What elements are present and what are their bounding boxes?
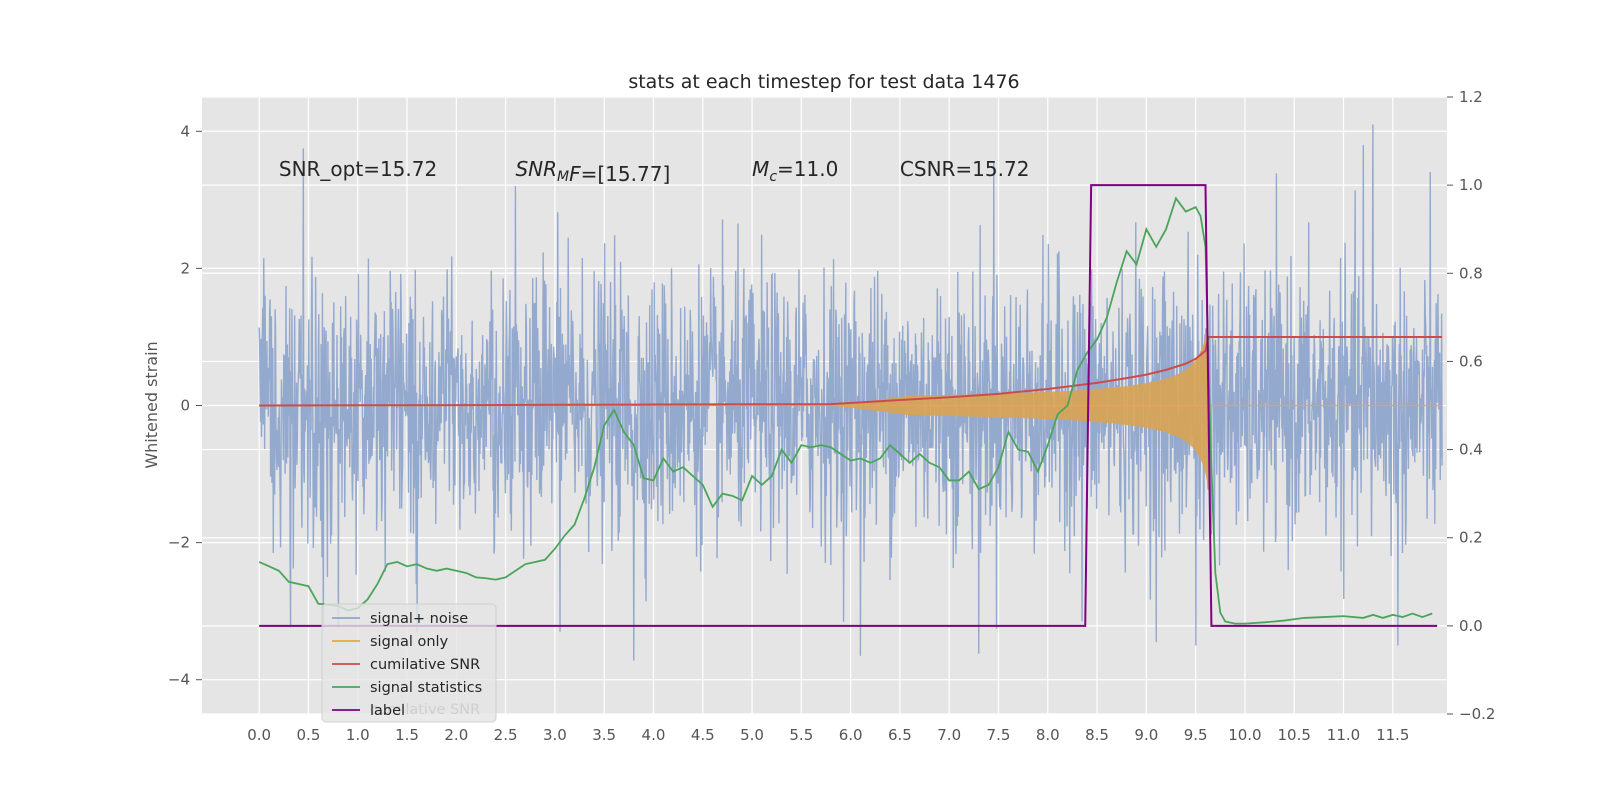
annotation-base: M [752, 157, 769, 181]
legend-box [321, 603, 497, 723]
legend-label: signal+ noise [370, 611, 468, 627]
x-tick-label: 10.0 [1228, 726, 1261, 744]
series-signal-statistics [258, 196, 1433, 625]
annotation-f: F [569, 162, 581, 186]
x-tick-label: 8.5 [1085, 726, 1109, 744]
legend-ghost-text: cumilative SNR [370, 702, 480, 718]
series-cumulative-snr [259, 335, 1443, 407]
x-tick-label: 4.0 [642, 726, 666, 744]
x-tick-label: 4.5 [691, 726, 715, 744]
x-tick-label: 5.5 [789, 726, 813, 744]
y-tick-label: −2 [168, 534, 190, 552]
y2-tick-label: 1.2 [1459, 88, 1483, 106]
y-axis-right: −0.2 0.0 0.2 0.4 0.6 0.8 1.0 1.2 [1447, 88, 1495, 723]
annotation-base: SNR [515, 157, 557, 181]
annotation-value: =[15.77] [581, 162, 671, 186]
x-tick-label: 7.5 [987, 726, 1011, 744]
x-tick-label: 3.5 [592, 726, 616, 744]
y-tick-label: 2 [180, 259, 190, 277]
annotation-csnr: CSNR=15.72 [900, 157, 1030, 181]
x-tick-label: 11.5 [1376, 726, 1409, 744]
y2-tick-label: 0.6 [1459, 352, 1483, 370]
x-tick-label: 0.5 [297, 726, 321, 744]
annotation-snr-opt: SNR_opt=15.72 [279, 157, 437, 181]
legend-label: label [370, 703, 405, 719]
x-tick-label: 6.5 [888, 726, 912, 744]
x-tick-label: 9.5 [1184, 726, 1208, 744]
x-tick-label: 7.0 [937, 726, 961, 744]
x-tick-label: 8.0 [1036, 726, 1060, 744]
legend-label: cumilative SNR [370, 657, 480, 673]
x-tick-label: 10.5 [1278, 726, 1311, 744]
x-axis: 0.0 0.5 1.0 1.5 2.0 2.5 3.0 3.5 4.0 4.5 5.0 5.5 6.0 6… [247, 726, 1409, 744]
series-signal-plus-noise [258, 124, 1443, 661]
annotation-rest: =11.0 [777, 157, 838, 181]
y-axis-left: −4 −2 0 2 4 [168, 122, 202, 689]
series-label [259, 184, 1438, 627]
y-tick-label: 4 [180, 122, 190, 140]
y-tick-label: 0 [180, 397, 190, 415]
chart-title: stats at each timestep for test data 147… [628, 71, 1019, 93]
annotation-subscript: c [769, 169, 777, 185]
y2-tick-label: 0.0 [1459, 617, 1483, 635]
x-tick-label: 2.0 [444, 726, 468, 744]
y2-tick-label: 0.4 [1459, 441, 1483, 459]
x-tick-label: 9.0 [1134, 726, 1158, 744]
y2-tick-label: 0.2 [1459, 529, 1483, 547]
y-axis-label: Whitened strain [142, 341, 161, 468]
x-tick-label: 3.0 [543, 726, 567, 744]
chart-marks [258, 124, 1443, 661]
x-tick-label: 1.5 [395, 726, 419, 744]
annotation-subscript: M [557, 169, 569, 185]
annotation-snr-mf: SNRMF=[15.77] [515, 157, 670, 186]
x-tick-label: 5.0 [740, 726, 764, 744]
annotations: SNR_opt=15.72 SNRMF=[15.77] Mc=11.0 CSNR=15… [279, 157, 1030, 186]
x-tick-label: 6.0 [839, 726, 863, 744]
y-tick-label: −4 [168, 671, 190, 689]
annotation-mc: Mc=11.0 [752, 157, 838, 185]
y2-tick-label: 0.8 [1459, 264, 1483, 282]
legend-label: signal only [370, 634, 449, 650]
x-tick-label: 2.5 [494, 726, 518, 744]
y2-tick-label: 1.0 [1459, 176, 1483, 194]
y2-tick-label: −0.2 [1459, 705, 1495, 723]
legend-label: signal statistics [370, 680, 482, 696]
x-tick-label: 11.0 [1327, 726, 1360, 744]
legend: cumilative SNR signal+ noise signal only cu… [321, 603, 497, 723]
x-tick-label: 1.0 [346, 726, 370, 744]
x-tick-label: 0.0 [247, 726, 271, 744]
